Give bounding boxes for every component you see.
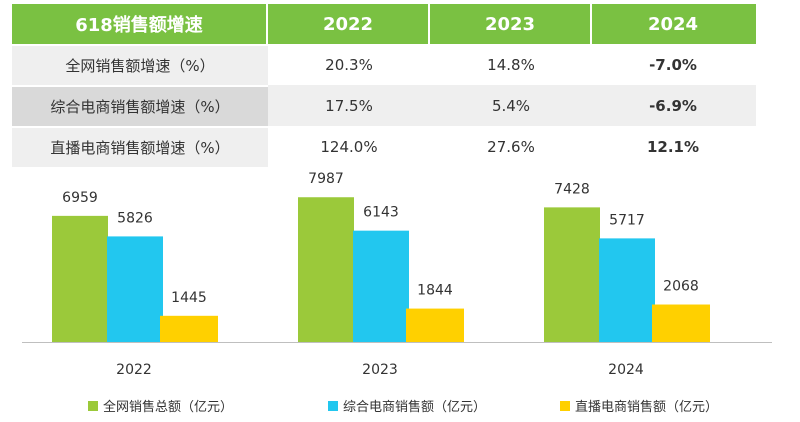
row-value: 124.0% bbox=[268, 126, 430, 167]
bar-2024-series-0 bbox=[544, 207, 600, 342]
table-row: 直播电商销售额增速（%） 124.0% 27.6% 12.1% bbox=[12, 126, 756, 167]
legend-label: 全网销售总额（亿元） bbox=[103, 400, 234, 415]
sales-bar-chart: 6959 5826 1445 2022 7987 6143 1844 2023 7428 5717… bbox=[22, 171, 772, 378]
row-label: 直播电商销售额增速（%） bbox=[12, 126, 268, 167]
legend-swatch-blue bbox=[328, 400, 338, 411]
row-value: -7.0% bbox=[592, 44, 754, 85]
table-row: 全网销售额增速（%） 20.3% 14.8% -7.0% bbox=[12, 44, 756, 85]
table-header-2022: 2022 bbox=[268, 4, 430, 44]
row-value: 12.1% bbox=[592, 126, 754, 167]
row-label: 全网销售额增速（%） bbox=[12, 44, 268, 85]
x-tick-label: 2024 bbox=[608, 362, 644, 378]
row-value: 27.6% bbox=[430, 126, 592, 167]
legend-item-live: 直播电商销售额（亿元） bbox=[560, 396, 718, 415]
chart-legend: 全网销售总额（亿元） 综合电商销售额（亿元） 直播电商销售额（亿元） bbox=[0, 396, 800, 416]
bar-2022-series-2 bbox=[160, 315, 218, 342]
legend-label: 直播电商销售额（亿元） bbox=[575, 400, 719, 415]
bar-value-label: 5717 bbox=[609, 212, 645, 228]
legend-swatch-green bbox=[88, 400, 98, 411]
table-row: 综合电商销售额增速（%） 17.5% 5.4% -6.9% bbox=[12, 85, 756, 126]
bar-value-label: 7987 bbox=[308, 171, 344, 187]
table-header-title: 618销售额增速 bbox=[12, 4, 268, 44]
table-header-2024: 2024 bbox=[647, 13, 699, 35]
growth-table: 618销售额增速 2022 2023 2024 全网销售额增速（%） 20.3%… bbox=[12, 4, 756, 167]
bar-2024-series-2 bbox=[652, 304, 710, 342]
row-label: 综合电商销售额增速（%） bbox=[12, 85, 268, 126]
bar-2023-series-0 bbox=[298, 197, 354, 342]
bar-2023-series-2 bbox=[406, 308, 464, 342]
legend-swatch-yellow bbox=[560, 400, 570, 411]
bar-2022-series-0 bbox=[52, 215, 108, 342]
legend-item-total: 全网销售总额（亿元） bbox=[88, 396, 233, 415]
bar-value-label: 1844 bbox=[417, 283, 453, 299]
bar-value-label: 5826 bbox=[117, 210, 153, 226]
bar-2023-series-1 bbox=[353, 230, 409, 342]
row-value: 14.8% bbox=[430, 44, 592, 85]
row-value: 17.5% bbox=[268, 85, 430, 126]
x-tick-label: 2022 bbox=[116, 362, 152, 378]
table-header-2023: 2023 bbox=[430, 4, 592, 44]
bar-2022-series-1 bbox=[107, 236, 163, 342]
bar-value-label: 2068 bbox=[663, 279, 699, 295]
bar-value-label: 6959 bbox=[62, 190, 98, 206]
legend-item-comprehensive: 综合电商销售额（亿元） bbox=[328, 396, 486, 415]
row-value: -6.9% bbox=[592, 85, 754, 126]
row-value: 5.4% bbox=[430, 85, 592, 126]
table-header-row: 618销售额增速 2022 2023 2024 bbox=[12, 4, 756, 44]
bar-value-label: 6143 bbox=[363, 205, 399, 221]
bar-value-label: 1445 bbox=[171, 290, 207, 306]
x-tick-label: 2023 bbox=[362, 362, 398, 378]
row-value: 20.3% bbox=[268, 44, 430, 85]
bar-value-label: 7428 bbox=[554, 181, 590, 197]
bar-2024-series-1 bbox=[599, 238, 655, 342]
legend-label: 综合电商销售额（亿元） bbox=[343, 400, 487, 415]
